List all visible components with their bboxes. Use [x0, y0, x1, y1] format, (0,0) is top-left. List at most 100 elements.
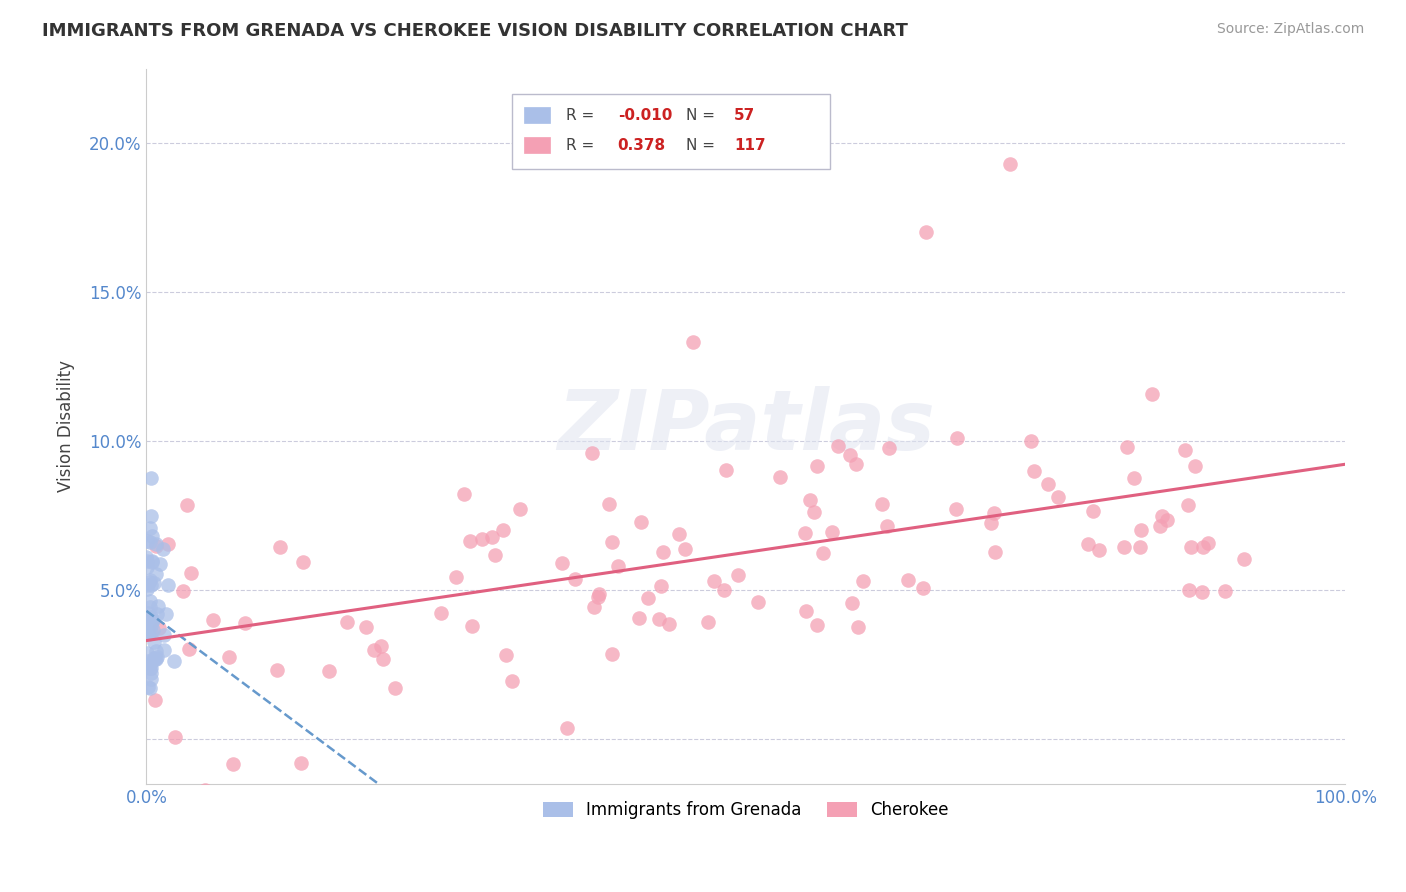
- Point: [945, 502, 967, 516]
- Point: [142, 576, 165, 591]
- Point: [138, 574, 160, 589]
- Point: [145, 652, 167, 666]
- Point: [673, 542, 696, 557]
- Point: [1149, 519, 1171, 533]
- Point: [139, 673, 162, 687]
- Point: [628, 611, 651, 625]
- Point: [145, 567, 167, 582]
- Point: [136, 680, 159, 694]
- Point: [588, 587, 610, 601]
- Point: [163, 654, 186, 668]
- Point: [980, 516, 1002, 530]
- Point: [141, 624, 163, 638]
- Point: [1184, 459, 1206, 474]
- Point: [1129, 540, 1152, 554]
- Point: [827, 439, 849, 453]
- Point: [172, 583, 194, 598]
- Point: [586, 591, 609, 605]
- Point: [138, 658, 160, 673]
- Point: [136, 582, 159, 596]
- Text: R =: R =: [567, 108, 599, 122]
- Text: IMMIGRANTS FROM GRENADA VS CHEROKEE VISION DISABILITY CORRELATION CHART: IMMIGRANTS FROM GRENADA VS CHEROKEE VISI…: [42, 22, 908, 40]
- Point: [139, 593, 162, 607]
- Point: [152, 627, 174, 641]
- Point: [630, 515, 652, 529]
- Text: 57: 57: [734, 108, 755, 122]
- Point: [703, 574, 725, 589]
- Point: [155, 607, 177, 622]
- Point: [141, 555, 163, 569]
- Point: [148, 621, 170, 635]
- Point: [145, 539, 167, 553]
- Point: [141, 615, 163, 629]
- Point: [1019, 434, 1042, 448]
- Point: [877, 441, 900, 455]
- Point: [1112, 540, 1135, 554]
- Point: [143, 693, 166, 707]
- Point: [139, 509, 162, 524]
- Point: [135, 646, 157, 660]
- Point: [139, 618, 162, 632]
- Point: [1123, 471, 1146, 485]
- Point: [318, 664, 340, 678]
- Point: [583, 599, 606, 614]
- Point: [1191, 540, 1213, 554]
- Point: [1087, 543, 1109, 558]
- Point: [135, 549, 157, 564]
- Point: [555, 721, 578, 735]
- Point: [165, 731, 187, 745]
- Point: [647, 612, 669, 626]
- Text: N =: N =: [686, 137, 720, 153]
- Point: [145, 537, 167, 551]
- Point: [658, 617, 681, 632]
- Point: [1233, 552, 1256, 566]
- Y-axis label: Vision Disability: Vision Disability: [58, 360, 75, 492]
- Point: [1129, 523, 1152, 537]
- Point: [146, 607, 169, 621]
- Point: [1156, 513, 1178, 527]
- Point: [600, 535, 623, 549]
- Point: [136, 534, 159, 549]
- Point: [806, 458, 828, 473]
- Point: [650, 579, 672, 593]
- Point: [157, 537, 180, 551]
- Point: [233, 616, 256, 631]
- Point: [139, 624, 162, 639]
- Text: N =: N =: [686, 108, 720, 122]
- Point: [1046, 490, 1069, 504]
- FancyBboxPatch shape: [524, 137, 551, 153]
- Point: [180, 566, 202, 581]
- Point: [141, 554, 163, 568]
- Point: [484, 549, 506, 563]
- Point: [846, 619, 869, 633]
- Point: [430, 606, 453, 620]
- Point: [139, 574, 162, 588]
- Point: [156, 577, 179, 591]
- Point: [176, 498, 198, 512]
- Point: [290, 756, 312, 770]
- Point: [1142, 386, 1164, 401]
- Point: [1036, 476, 1059, 491]
- Point: [492, 523, 515, 537]
- Point: [495, 648, 517, 663]
- Point: [1150, 509, 1173, 524]
- Point: [983, 506, 1005, 520]
- Point: [769, 470, 792, 484]
- Point: [1191, 585, 1213, 599]
- Point: [841, 596, 863, 610]
- Point: [1215, 583, 1237, 598]
- Point: [148, 557, 170, 571]
- Point: [697, 615, 720, 630]
- Point: [146, 649, 169, 664]
- Point: [141, 666, 163, 681]
- Point: [914, 226, 936, 240]
- Point: [606, 558, 628, 573]
- Point: [945, 432, 967, 446]
- FancyBboxPatch shape: [524, 107, 551, 123]
- Point: [876, 518, 898, 533]
- Point: [1022, 465, 1045, 479]
- Point: [509, 501, 531, 516]
- Point: [152, 643, 174, 657]
- Point: [143, 652, 166, 666]
- Point: [139, 615, 162, 629]
